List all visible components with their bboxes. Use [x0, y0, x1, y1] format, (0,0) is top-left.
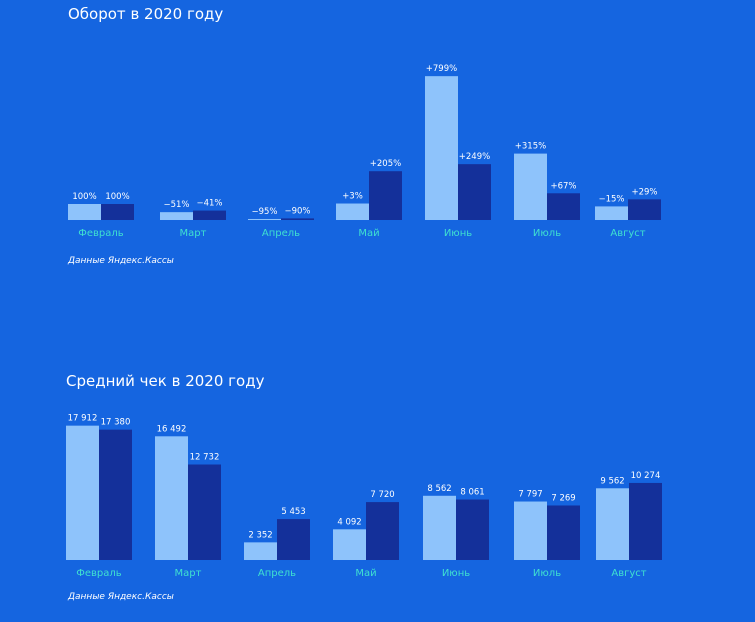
- bar-Февраль-series-2: [101, 204, 134, 220]
- bar-Февраль-series-2: [99, 429, 132, 560]
- category-label-Февраль: Февраль: [76, 568, 122, 579]
- bar-Июнь-series-1: [425, 76, 458, 220]
- value-label-Май-series-2: +205%: [370, 159, 401, 169]
- value-label-Март-series-2: −41%: [196, 199, 222, 209]
- value-label-Март-series-2: 12 732: [190, 453, 220, 463]
- value-label-Июнь-series-1: +799%: [426, 64, 457, 74]
- value-label-Февраль-series-2: 100%: [105, 192, 129, 202]
- category-label-Март: Март: [180, 228, 207, 239]
- value-label-Май-series-1: +3%: [342, 192, 363, 202]
- category-label-Февраль: Февраль: [78, 228, 124, 239]
- value-label-Апрель-series-2: 5 453: [281, 507, 305, 517]
- value-label-Май-series-2: 7 720: [370, 490, 394, 500]
- bar-Март-series-1: [160, 212, 193, 220]
- category-label-Апрель: Апрель: [262, 228, 300, 239]
- value-label-Август-series-1: 9 562: [600, 476, 624, 486]
- category-label-Март: Март: [175, 568, 202, 579]
- value-label-Июнь-series-1: 8 562: [427, 484, 451, 494]
- value-label-Август-series-2: +29%: [631, 187, 657, 197]
- bar-Март-series-1: [155, 436, 188, 560]
- source-note-average-check: Данные Яндекс.Кассы: [68, 592, 174, 602]
- value-label-Апрель-series-1: −95%: [251, 207, 277, 217]
- bar-Июль-series-1: [514, 501, 547, 560]
- value-label-Июль-series-1: +315%: [515, 142, 546, 152]
- category-label-Июнь: Июнь: [444, 228, 472, 239]
- value-label-Март-series-1: 16 492: [157, 424, 187, 434]
- value-label-Июнь-series-2: +249%: [459, 152, 490, 162]
- bar-Август-series-1: [595, 206, 628, 220]
- bar-Август-series-1: [596, 488, 629, 560]
- bar-Февраль-series-1: [68, 204, 101, 220]
- category-label-Июнь: Июнь: [442, 568, 470, 579]
- bar-Март-series-2: [188, 464, 221, 560]
- value-label-Февраль-series-1: 100%: [72, 192, 96, 202]
- bar-Август-series-2: [629, 482, 662, 560]
- value-label-Август-series-2: 10 274: [631, 471, 661, 481]
- bar-Май-series-1: [336, 203, 369, 220]
- source-note-turnover: Данные Яндекс.Кассы: [68, 256, 174, 266]
- turnover-bar-chart: 100% 100% Февраль −51% −41% Март −95% −90% Апрел…: [68, 64, 661, 239]
- bar-Июль-series-2: [547, 505, 580, 560]
- value-label-Июнь-series-2: 8 061: [460, 488, 484, 498]
- value-label-Март-series-1: −51%: [163, 200, 189, 210]
- category-label-Август: Август: [611, 568, 646, 579]
- value-label-Февраль-series-1: 17 912: [68, 414, 98, 424]
- bar-Апрель-series-2: [277, 519, 310, 560]
- bar-Февраль-series-1: [66, 425, 99, 560]
- value-label-Апрель-series-1: 2 352: [248, 530, 272, 540]
- bar-Июль-series-2: [547, 193, 580, 220]
- bar-Май-series-2: [369, 171, 402, 220]
- value-label-Май-series-1: 4 092: [337, 517, 361, 527]
- bar-Июнь-series-2: [456, 499, 489, 560]
- category-label-Июль: Июль: [533, 568, 561, 579]
- value-label-Август-series-1: −15%: [598, 194, 624, 204]
- bar-Апрель-series-2: [281, 218, 314, 220]
- bar-Апрель-series-1: [248, 219, 281, 220]
- bar-Апрель-series-1: [244, 542, 277, 560]
- bar-Март-series-2: [193, 210, 226, 220]
- category-label-Апрель: Апрель: [258, 568, 296, 579]
- average-check-bar-chart: 17 912 17 380 Февраль 16 492 12 732 Март 2 352…: [66, 414, 662, 579]
- value-label-Апрель-series-2: −90%: [284, 206, 310, 216]
- chart-title-turnover: Оборот в 2020 году: [68, 5, 224, 23]
- bar-Май-series-2: [366, 502, 399, 560]
- bar-Май-series-1: [333, 529, 366, 560]
- value-label-Июль-series-2: 7 269: [551, 493, 575, 503]
- category-label-Май: Май: [355, 568, 376, 579]
- value-label-Июль-series-1: 7 797: [518, 490, 542, 500]
- chart-title-average-check: Средний чек в 2020 году: [66, 372, 265, 390]
- value-label-Июль-series-2: +67%: [550, 181, 576, 191]
- category-label-Июль: Июль: [533, 228, 561, 239]
- bar-Август-series-2: [628, 199, 661, 220]
- category-label-Май: Май: [358, 228, 379, 239]
- value-label-Февраль-series-2: 17 380: [101, 418, 131, 428]
- category-label-Август: Август: [610, 228, 645, 239]
- bar-Июнь-series-2: [458, 164, 491, 220]
- bar-Июль-series-1: [514, 153, 547, 220]
- bar-Июнь-series-1: [423, 495, 456, 560]
